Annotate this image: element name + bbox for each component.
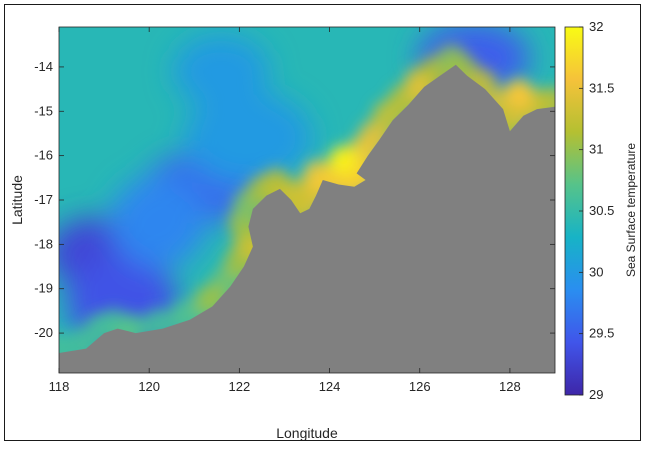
y-tick-label: -19	[34, 281, 53, 296]
warm-core-patch	[329, 146, 358, 175]
y-tick-label: -17	[34, 192, 53, 207]
y-axis-label: Latitude	[9, 175, 25, 225]
x-tick-label: 120	[138, 379, 160, 394]
x-tick-label: 126	[409, 379, 431, 394]
colorbar-tick-label: 29.5	[589, 326, 614, 341]
colorbar-tick-label: 31.5	[589, 80, 614, 95]
y-tick-label: -16	[34, 148, 53, 163]
x-axis-label: Longitude	[276, 425, 338, 440]
cool-patch	[110, 176, 207, 269]
x-tick-label: 118	[49, 379, 70, 394]
land-mass	[59, 64, 555, 373]
x-tick-label: 122	[229, 379, 251, 394]
cool-water-patches	[59, 27, 530, 349]
figure-frame: 118 120 122 124 126 128 -14 -15 -16 -17 -18 -19 -20…	[4, 4, 641, 441]
warm-core-patch	[504, 79, 533, 108]
y-tick-label: -18	[34, 236, 53, 251]
colorbar-ticks: 29 29.5 30 30.5 31 31.5 32	[579, 19, 614, 402]
y-tick-label: -20	[34, 325, 53, 340]
sst-heatmap-chart: 118 120 122 124 126 128 -14 -15 -16 -17 -18 -19 -20…	[9, 19, 638, 441]
cool-patch	[184, 91, 313, 184]
colorbar-tick-label: 30.5	[589, 203, 614, 218]
colorbar-tick-label: 32	[589, 19, 603, 34]
x-tick-label: 124	[319, 379, 341, 394]
colorbar-tick-label: 30	[589, 264, 603, 279]
colorbar-tick-label: 31	[589, 142, 603, 157]
y-tick-label: -15	[34, 103, 53, 118]
colorbar-label: Sea Surface temperature	[624, 143, 638, 277]
colorbar-tick-label: 29	[589, 387, 603, 402]
x-axis-ticks: 118 120 122 124 126 128	[49, 27, 521, 394]
y-tick-label: -14	[34, 59, 53, 74]
x-tick-label: 128	[499, 379, 521, 394]
cool-patch	[173, 35, 270, 108]
plot-area	[59, 27, 555, 373]
y-axis-ticks: -14 -15 -16 -17 -18 -19 -20	[34, 59, 555, 340]
